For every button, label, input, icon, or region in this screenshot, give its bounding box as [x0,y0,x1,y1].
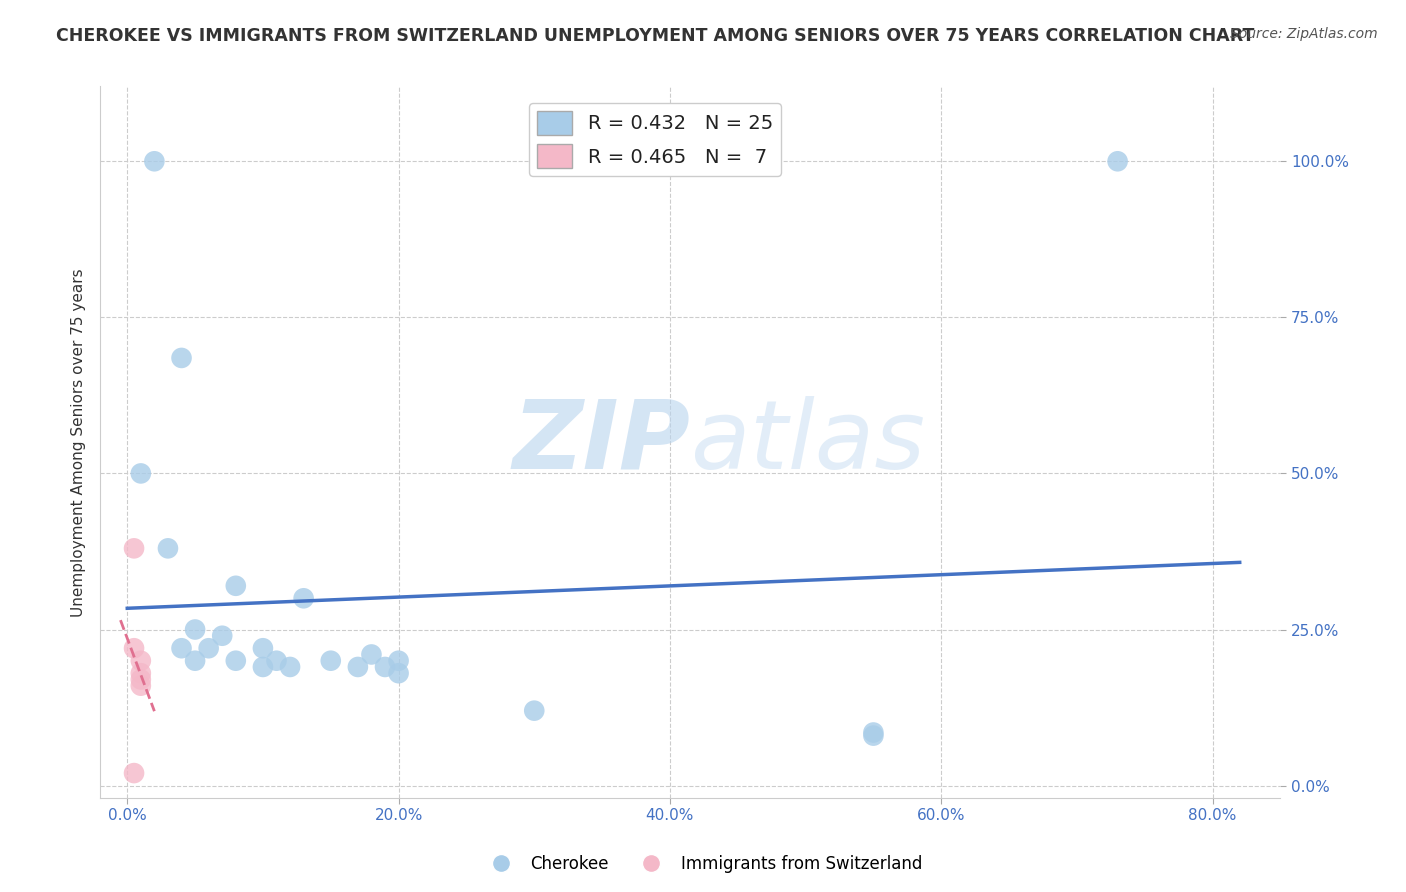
Point [122,641,145,656]
Legend: R = 0.432   N = 25, R = 0.465   N =  7: R = 0.432 N = 25, R = 0.465 N = 7 [529,103,780,176]
Point [862,729,884,743]
Point [292,591,315,606]
Point [184,654,207,668]
Point [252,641,274,656]
Point [170,641,193,656]
Point [1107,154,1129,169]
Point [129,654,152,668]
Text: atlas: atlas [690,396,925,489]
Point [129,467,152,481]
Point [129,673,152,687]
Point [211,629,233,643]
Text: ZIP: ZIP [512,396,690,489]
Text: CHEROKEE VS IMMIGRANTS FROM SWITZERLAND UNEMPLOYMENT AMONG SENIORS OVER 75 YEARS: CHEROKEE VS IMMIGRANTS FROM SWITZERLAND … [56,27,1254,45]
Point [862,725,884,739]
Point [387,654,409,668]
Point [347,660,370,674]
Point [143,154,166,169]
Legend: Cherokee, Immigrants from Switzerland: Cherokee, Immigrants from Switzerland [477,848,929,880]
Point [184,623,207,637]
Point [523,704,546,718]
Point [129,666,152,681]
Point [374,660,396,674]
Point [122,541,145,556]
Point [319,654,342,668]
Y-axis label: Unemployment Among Seniors over 75 years: Unemployment Among Seniors over 75 years [72,268,86,616]
Point [387,666,409,681]
Point [197,641,219,656]
Point [225,654,247,668]
Point [266,654,288,668]
Point [225,579,247,593]
Text: Source: ZipAtlas.com: Source: ZipAtlas.com [1230,27,1378,41]
Point [252,660,274,674]
Point [129,679,152,693]
Point [278,660,301,674]
Point [122,766,145,780]
Point [170,351,193,365]
Point [360,648,382,662]
Point [156,541,179,556]
